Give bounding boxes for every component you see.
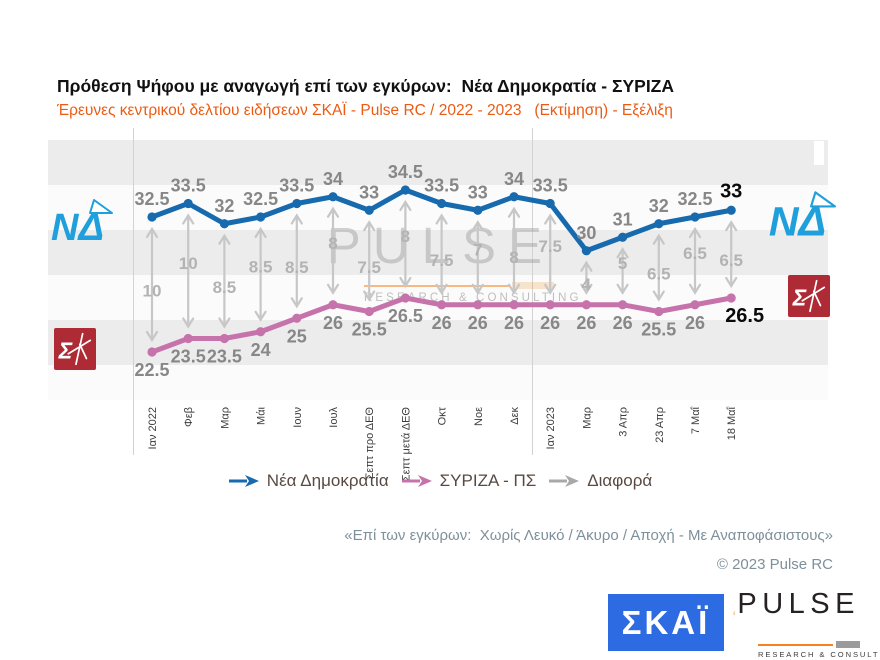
page-subtitle: Έρευνες κεντρικού δελτίου ειδήσεων ΣΚΑΪ … (57, 102, 673, 119)
skai-logo-text: ΣΚΑΪ (621, 603, 711, 641)
pulse-logo-subtext: RESEARCH & CONSULTING (758, 650, 880, 659)
pulse-waveform-icon (733, 610, 736, 616)
legend-item-0: Νέα Δημοκρατία (228, 471, 389, 491)
pulse-logo-text: PULSE (737, 588, 860, 620)
nd-logo-text: ΝΔ (51, 207, 104, 244)
gridline-jan-2023 (532, 128, 533, 455)
x-axis-label: Φεβ (183, 407, 195, 427)
x-axis-label: Οκτ (437, 406, 449, 425)
nd-sail-icon (810, 191, 837, 208)
syriza-logo-text: Σ (792, 285, 807, 311)
nd-logo-left: ΝΔ (48, 196, 130, 249)
skai-logo: ΣΚΑΪ (608, 594, 724, 651)
pulse-watermark: PULSE RESEARCH & CONSULTING (322, 217, 582, 304)
x-axis-label: Μαρ (581, 407, 593, 429)
legend-label: Νέα Δημοκρατία (266, 471, 389, 490)
legend-marker-icon (228, 475, 259, 487)
x-axis-label: Ιουλ (328, 407, 340, 428)
x-axis-label: Μαρ (219, 407, 231, 429)
watermark-pulse-text: PULSE (326, 217, 554, 274)
syriza-star-icon (801, 279, 826, 313)
pulse-logo: PULSE RESEARCH & CONSULTING (733, 587, 880, 659)
x-axis-label: 18 Μαΐ (726, 406, 738, 440)
syriza-logo-left: Σ (54, 328, 96, 370)
copyright-text: © 2023 Pulse RC (716, 556, 833, 573)
methodology-footnote: «Επί των εγκύρων: Χωρίς Λευκό / Άκυρο / … (344, 527, 833, 544)
x-axis-label: Μάι (256, 406, 268, 425)
x-axis-label: 7 Μαΐ (690, 406, 702, 434)
x-axis-label: Νοε (473, 407, 485, 426)
nd-logo-text: ΝΔ (769, 199, 826, 240)
x-axis-label: Σεπτ προ ΔΕΘ (364, 407, 376, 480)
nd-sail-icon (89, 199, 113, 214)
x-axis-label: Ιαν 2022 (147, 407, 159, 449)
x-axis-label: Ιουν (292, 407, 304, 428)
legend-item-2: Διαφορά (548, 471, 652, 491)
page-title: Πρόθεση Ψήφου με αναγωγή επί των εγκύρων… (57, 76, 675, 96)
x-axis-label: 3 Απρ (618, 407, 630, 437)
watermark-subtext: RESEARCH & CONSULTING (364, 292, 582, 304)
legend-label: Διαφορά (587, 471, 653, 490)
gridline-jan-2022 (133, 128, 134, 455)
pulse-waveform-icon (322, 250, 323, 252)
syriza-logo-text: Σ (58, 338, 73, 364)
x-axis-label: Σεπτ μετά ΔΕΘ (400, 407, 412, 482)
legend-item-1: ΣΥΡΙΖΑ - ΠΣ (401, 471, 537, 491)
syriza-star-icon (67, 332, 92, 366)
legend-marker-icon (549, 475, 580, 487)
legend-label: ΣΥΡΙΖΑ - ΠΣ (439, 471, 537, 490)
pulse-logo-divider (758, 641, 860, 648)
chart-legend: Νέα Δημοκρατία ΣΥΡΙΖΑ - ΠΣ Διαφορά (0, 471, 880, 491)
chart-band-background (48, 140, 828, 400)
watermark-divider (364, 282, 554, 289)
legend-marker-icon (401, 475, 432, 487)
x-axis-label: Δεκ (509, 407, 521, 425)
x-axis-label: 23 Απρ (654, 407, 666, 443)
nd-logo-right: ΝΔ (764, 188, 856, 245)
x-axis-label: Ιαν 2023 (545, 407, 557, 449)
syriza-logo-right: Σ (786, 275, 832, 317)
background-artifact (814, 141, 824, 165)
